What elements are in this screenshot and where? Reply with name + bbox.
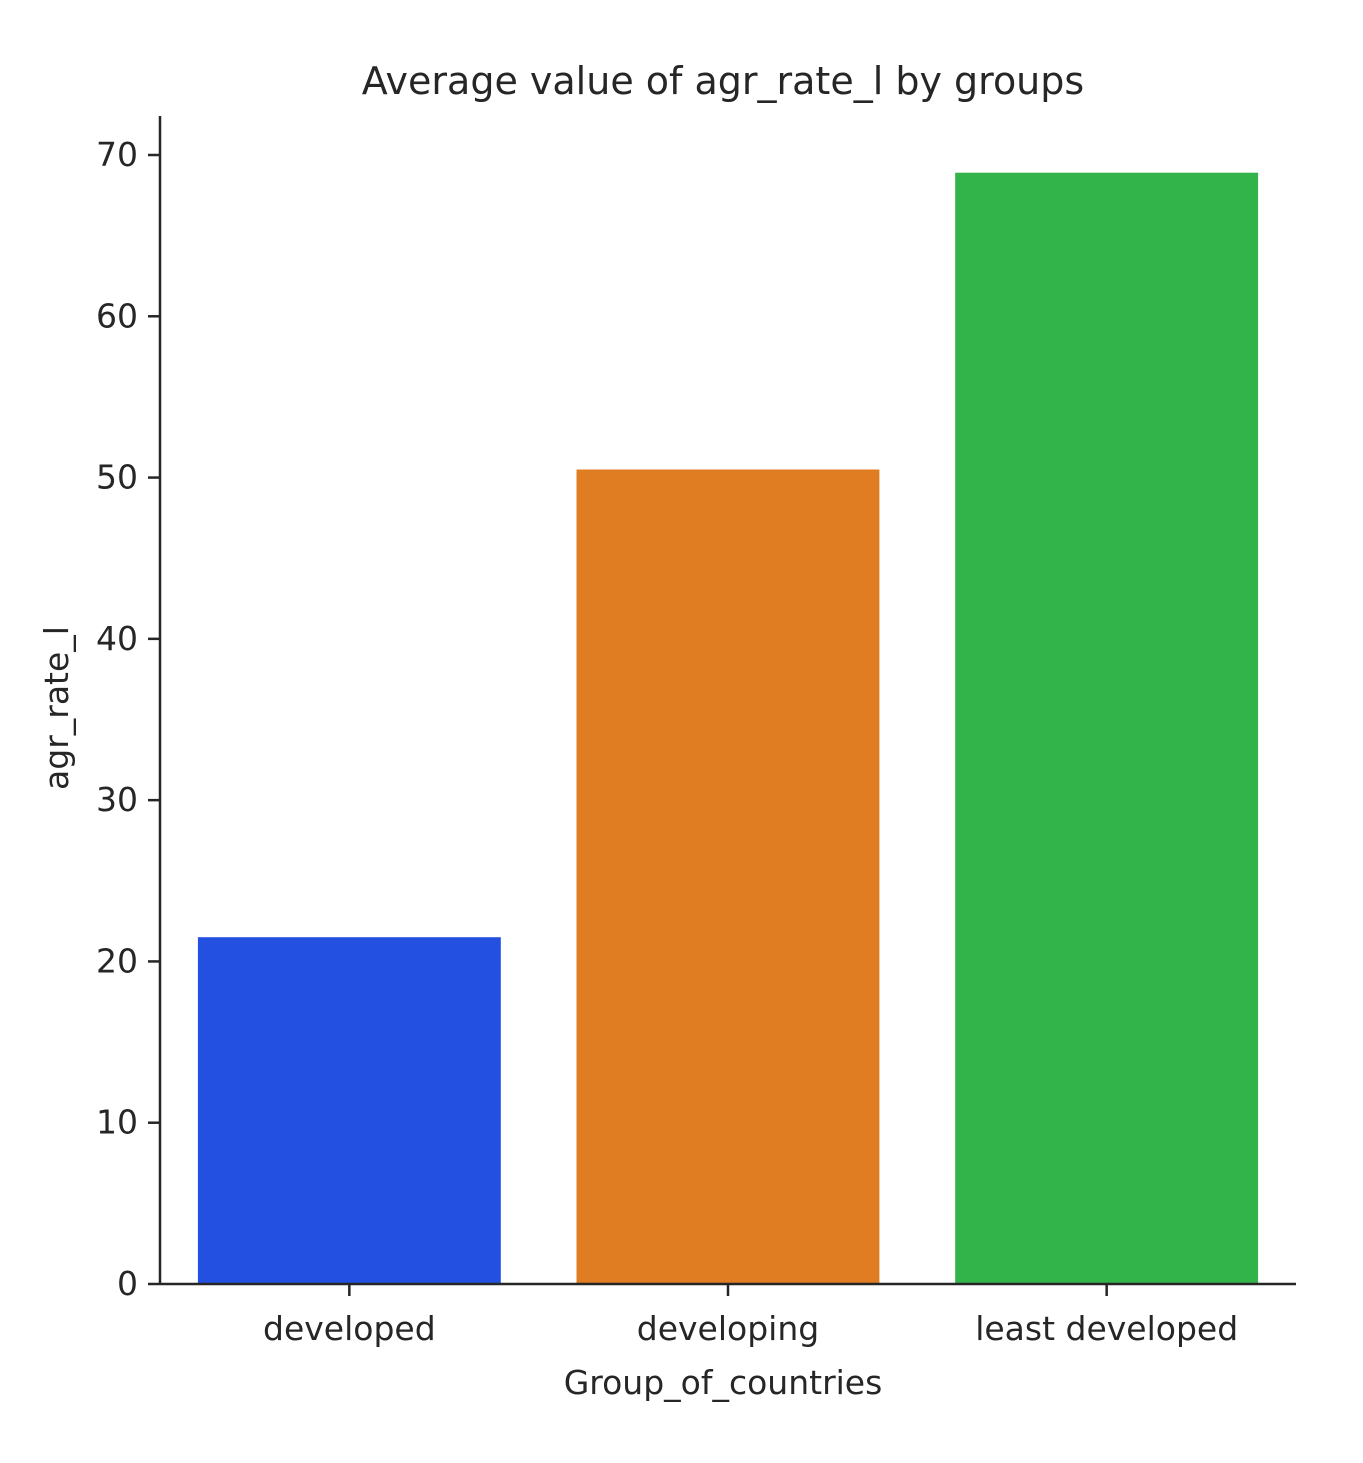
y-tick-label: 50 (96, 458, 138, 497)
x-tick-label: least developed (975, 1309, 1238, 1348)
y-tick-label: 0 (117, 1264, 138, 1303)
bars-group (197, 172, 1259, 1285)
y-tick-label: 30 (96, 780, 138, 819)
y-tick-label: 70 (96, 135, 138, 174)
y-axis-label: agr_rate_l (37, 626, 76, 790)
y-axis-ticks: 0 10 20 30 40 50 60 70 (96, 135, 160, 1303)
y-tick-label: 40 (96, 619, 138, 658)
bar-developing (576, 469, 880, 1284)
x-axis-label: Group_of_countries (564, 1363, 883, 1402)
y-tick-label: 10 (96, 1103, 138, 1142)
y-tick-label: 20 (96, 941, 138, 980)
bar-least-developed (955, 172, 1259, 1285)
chart-title: Average value of agr_rate_l by groups (362, 59, 1084, 103)
bar-developed (197, 937, 501, 1284)
x-axis-ticks: developed developing least developed (263, 1284, 1238, 1348)
y-tick-label: 60 (96, 296, 138, 335)
x-tick-label: developing (637, 1309, 819, 1348)
x-tick-label: developed (263, 1309, 436, 1348)
